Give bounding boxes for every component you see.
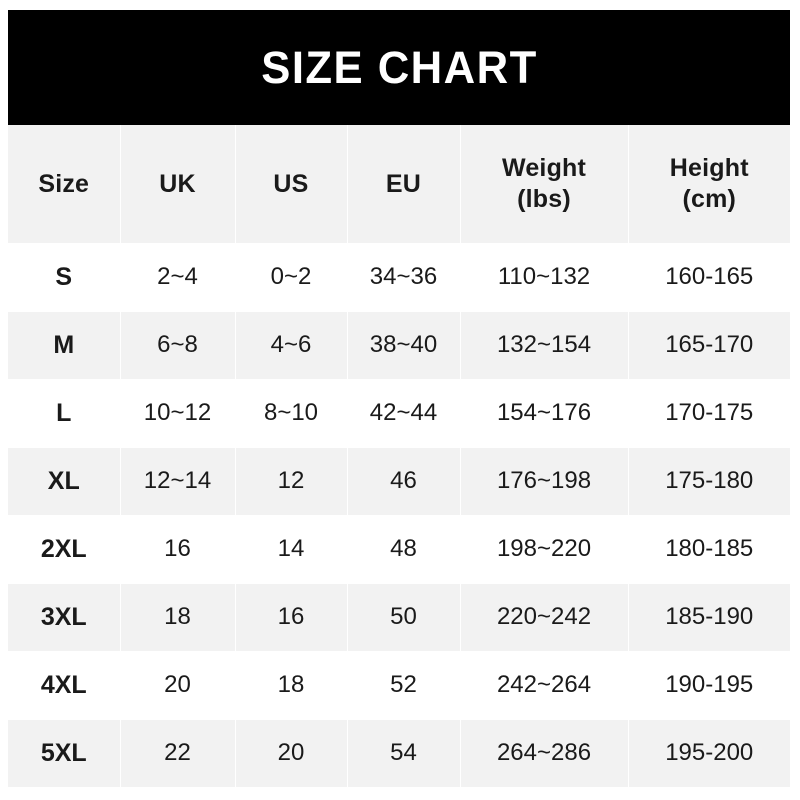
table-row: S 2~4 0~2 34~36 110~132 160-165 [8,243,790,312]
table-row: 2XL 16 14 48 198~220 180-185 [8,515,790,584]
cell-height: 195-200 [628,719,790,788]
column-header-uk: UK [120,125,236,244]
cell-uk: 6~8 [120,311,236,380]
cell-height: 170-175 [628,379,790,448]
column-header-weight-unit: (lbs) [517,184,571,213]
cell-us: 16 [235,583,348,652]
column-header-eu-label: EU [385,169,422,198]
cell-eu: 52 [347,651,461,720]
cell-size: S [8,243,121,312]
cell-us: 4~6 [235,311,348,380]
cell-weight: 132~154 [460,311,629,380]
column-header-us: US [235,125,348,244]
column-header-height: Height (cm) [628,125,790,244]
column-header-height-label: Height [669,154,749,183]
cell-eu: 38~40 [347,311,461,380]
cell-us: 12 [235,447,348,516]
cell-eu: 48 [347,515,461,584]
table-row: 4XL 20 18 52 242~264 190-195 [8,651,790,720]
cell-weight: 176~198 [460,447,629,516]
cell-eu: 46 [347,447,461,516]
cell-size: L [8,379,121,448]
cell-us: 8~10 [235,379,348,448]
cell-uk: 18 [120,583,236,652]
cell-us: 18 [235,651,348,720]
column-header-size-label: Size [38,169,90,198]
cell-uk: 16 [120,515,236,584]
table-row: 3XL 18 16 50 220~242 185-190 [8,583,790,652]
size-chart-table: Size UK US EU Weight (lbs) Height (cm) [8,125,790,788]
cell-uk: 20 [120,651,236,720]
cell-weight: 264~286 [460,719,629,788]
column-header-weight-label: Weight [501,154,587,183]
table-row: M 6~8 4~6 38~40 132~154 165-170 [8,311,790,380]
cell-size: XL [8,447,121,516]
cell-height: 160-165 [628,243,790,312]
cell-weight: 154~176 [460,379,629,448]
header-row: Size UK US EU Weight (lbs) Height (cm) [8,125,790,244]
cell-height: 175-180 [628,447,790,516]
cell-weight: 220~242 [460,583,629,652]
cell-eu: 34~36 [347,243,461,312]
cell-size: 5XL [8,719,121,788]
cell-eu: 42~44 [347,379,461,448]
cell-size: M [8,311,121,380]
column-header-eu: EU [347,125,461,244]
table-header: Size UK US EU Weight (lbs) Height (cm) [8,125,790,244]
title-banner: SIZE CHART [8,10,790,125]
cell-height: 185-190 [628,583,790,652]
cell-uk: 10~12 [120,379,236,448]
column-header-weight: Weight (lbs) [460,125,629,244]
column-header-size: Size [8,125,121,244]
cell-weight: 198~220 [460,515,629,584]
cell-us: 14 [235,515,348,584]
size-chart-root: SIZE CHART Size UK US EU W [8,10,790,788]
cell-us: 20 [235,719,348,788]
column-header-us-label: US [273,169,309,198]
column-header-height-unit: (cm) [682,184,737,213]
cell-height: 190-195 [628,651,790,720]
cell-eu: 54 [347,719,461,788]
cell-uk: 22 [120,719,236,788]
cell-uk: 12~14 [120,447,236,516]
page-title: SIZE CHART [260,42,538,93]
cell-size: 4XL [8,651,121,720]
table-row: L 10~12 8~10 42~44 154~176 170-175 [8,379,790,448]
cell-weight: 110~132 [460,243,629,312]
table-row: 5XL 22 20 54 264~286 195-200 [8,719,790,788]
table-row: XL 12~14 12 46 176~198 175-180 [8,447,790,516]
cell-uk: 2~4 [120,243,236,312]
cell-weight: 242~264 [460,651,629,720]
table-body: S 2~4 0~2 34~36 110~132 160-165 M 6~8 4~6 38~40 13… [8,243,790,788]
cell-size: 3XL [8,583,121,652]
cell-height: 180-185 [628,515,790,584]
cell-us: 0~2 [235,243,348,312]
column-header-uk-label: UK [159,169,196,198]
cell-eu: 50 [347,583,461,652]
cell-size: 2XL [8,515,121,584]
cell-height: 165-170 [628,311,790,380]
